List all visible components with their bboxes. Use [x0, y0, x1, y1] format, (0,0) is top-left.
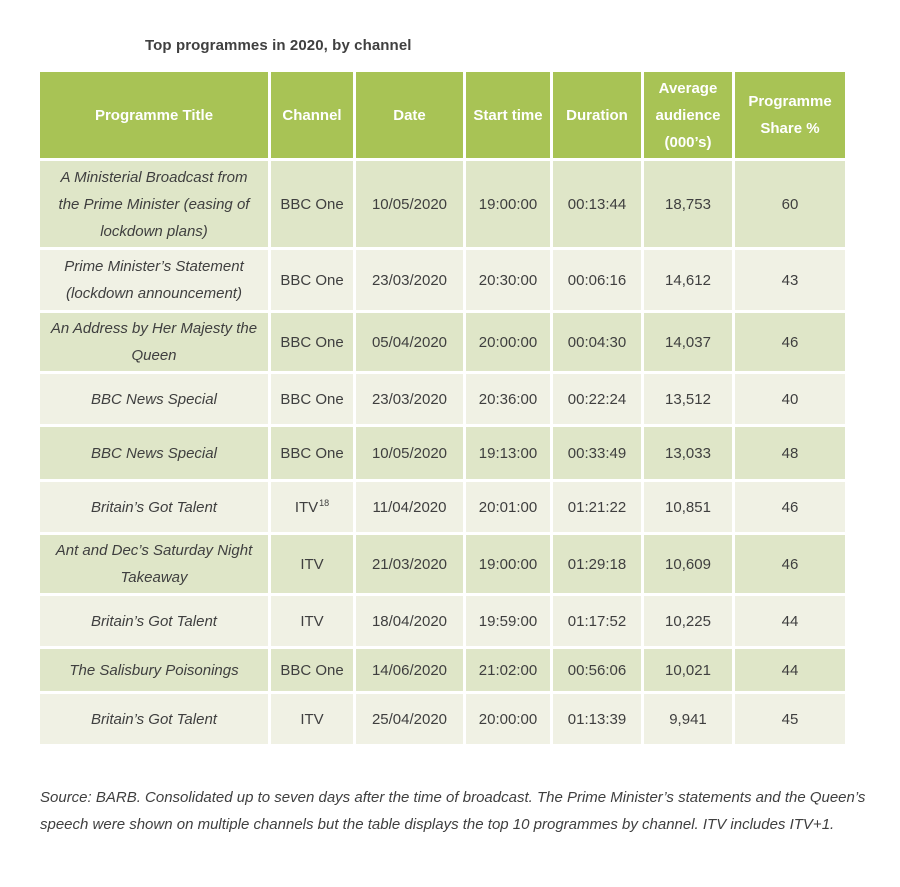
table-row: Britain’s Got Talent ITV18 11/04/2020 20… [40, 482, 845, 532]
cell-channel: ITV [271, 596, 353, 646]
cell-share: 40 [735, 374, 845, 424]
cell-channel: BBC One [271, 649, 353, 691]
cell-start-time: 21:02:00 [466, 649, 550, 691]
page-title: Top programmes in 2020, by channel [145, 37, 412, 54]
cell-share: 48 [735, 427, 845, 479]
cell-date: 23/03/2020 [356, 250, 463, 310]
cell-programme-title: Britain’s Got Talent [40, 694, 268, 744]
cell-channel: BBC One [271, 427, 353, 479]
column-header-channel: Channel [271, 72, 353, 158]
cell-start-time: 19:13:00 [466, 427, 550, 479]
cell-audience: 10,225 [644, 596, 732, 646]
table-row: Britain’s Got Talent ITV 25/04/2020 20:0… [40, 694, 845, 744]
column-header-duration: Duration [553, 72, 641, 158]
cell-duration: 00:13:44 [553, 161, 641, 247]
source-note: Source: BARB. Consolidated up to seven d… [40, 789, 866, 833]
cell-start-time: 20:00:00 [466, 313, 550, 371]
cell-audience: 14,612 [644, 250, 732, 310]
table-header-row: Programme Title Channel Date Start time … [40, 72, 845, 158]
cell-duration: 01:29:18 [553, 535, 641, 593]
table-row: Britain’s Got Talent ITV 18/04/2020 19:5… [40, 596, 845, 646]
cell-duration: 01:13:39 [553, 694, 641, 744]
cell-share: 45 [735, 694, 845, 744]
cell-programme-title: Britain’s Got Talent [40, 596, 268, 646]
cell-channel: BBC One [271, 250, 353, 310]
table-row: A Ministerial Broadcast from the Prime M… [40, 161, 845, 247]
cell-share: 46 [735, 482, 845, 532]
table-row: BBC News Special BBC One 10/05/2020 19:1… [40, 427, 845, 479]
cell-date: 18/04/2020 [356, 596, 463, 646]
cell-programme-title: The Salisbury Poisonings [40, 649, 268, 691]
channel-label: ITV [294, 498, 319, 516]
cell-audience: 13,033 [644, 427, 732, 479]
top-programmes-table-container: Programme Title Channel Date Start time … [37, 69, 848, 747]
cell-start-time: 20:00:00 [466, 694, 550, 744]
table-row: Prime Minister’s Statement (lockdown ann… [40, 250, 845, 310]
cell-date: 23/03/2020 [356, 374, 463, 424]
cell-channel: BBC One [271, 313, 353, 371]
cell-date: 10/05/2020 [356, 161, 463, 247]
cell-start-time: 19:59:00 [466, 596, 550, 646]
cell-share: 46 [735, 313, 845, 371]
cell-programme-title: BBC News Special [40, 374, 268, 424]
cell-start-time: 19:00:00 [466, 535, 550, 593]
table-row: BBC News Special BBC One 23/03/2020 20:3… [40, 374, 845, 424]
column-header-date: Date [356, 72, 463, 158]
cell-duration: 01:21:22 [553, 482, 641, 532]
column-header-start-time: Start time [466, 72, 550, 158]
cell-share: 60 [735, 161, 845, 247]
column-header-programme-title: Programme Title [40, 72, 268, 158]
cell-share: 46 [735, 535, 845, 593]
cell-audience: 18,753 [644, 161, 732, 247]
cell-programme-title: Ant and Dec’s Saturday Night Takeaway [40, 535, 268, 593]
cell-date: 11/04/2020 [356, 482, 463, 532]
cell-duration: 00:56:06 [553, 649, 641, 691]
cell-duration: 00:06:16 [553, 250, 641, 310]
cell-audience: 14,037 [644, 313, 732, 371]
cell-date: 21/03/2020 [356, 535, 463, 593]
cell-date: 25/04/2020 [356, 694, 463, 744]
cell-programme-title: Prime Minister’s Statement (lockdown ann… [40, 250, 268, 310]
cell-duration: 00:33:49 [553, 427, 641, 479]
cell-start-time: 20:36:00 [466, 374, 550, 424]
table-row: The Salisbury Poisonings BBC One 14/06/2… [40, 649, 845, 691]
cell-duration: 00:22:24 [553, 374, 641, 424]
cell-channel: ITV18 [271, 482, 353, 532]
cell-duration: 00:04:30 [553, 313, 641, 371]
cell-share: 44 [735, 596, 845, 646]
cell-channel: ITV [271, 694, 353, 744]
table-row: An Address by Her Majesty the Queen BBC … [40, 313, 845, 371]
cell-date: 05/04/2020 [356, 313, 463, 371]
cell-programme-title: Britain’s Got Talent [40, 482, 268, 532]
cell-audience: 9,941 [644, 694, 732, 744]
cell-audience: 10,021 [644, 649, 732, 691]
footnote-ref: 18 [319, 497, 330, 508]
cell-share: 44 [735, 649, 845, 691]
cell-start-time: 20:01:00 [466, 482, 550, 532]
cell-date: 14/06/2020 [356, 649, 463, 691]
cell-audience: 10,851 [644, 482, 732, 532]
cell-start-time: 19:00:00 [466, 161, 550, 247]
cell-audience: 13,512 [644, 374, 732, 424]
cell-audience: 10,609 [644, 535, 732, 593]
cell-start-time: 20:30:00 [466, 250, 550, 310]
cell-programme-title: An Address by Her Majesty the Queen [40, 313, 268, 371]
cell-date: 10/05/2020 [356, 427, 463, 479]
cell-channel: BBC One [271, 161, 353, 247]
column-header-share: Programme Share % [735, 72, 845, 158]
table-row: Ant and Dec’s Saturday Night Takeaway IT… [40, 535, 845, 593]
cell-channel: BBC One [271, 374, 353, 424]
cell-programme-title: BBC News Special [40, 427, 268, 479]
top-programmes-table: Programme Title Channel Date Start time … [37, 69, 848, 747]
cell-duration: 01:17:52 [553, 596, 641, 646]
cell-channel: ITV [271, 535, 353, 593]
cell-programme-title: A Ministerial Broadcast from the Prime M… [40, 161, 268, 247]
cell-share: 43 [735, 250, 845, 310]
column-header-audience: Average audience (000’s) [644, 72, 732, 158]
